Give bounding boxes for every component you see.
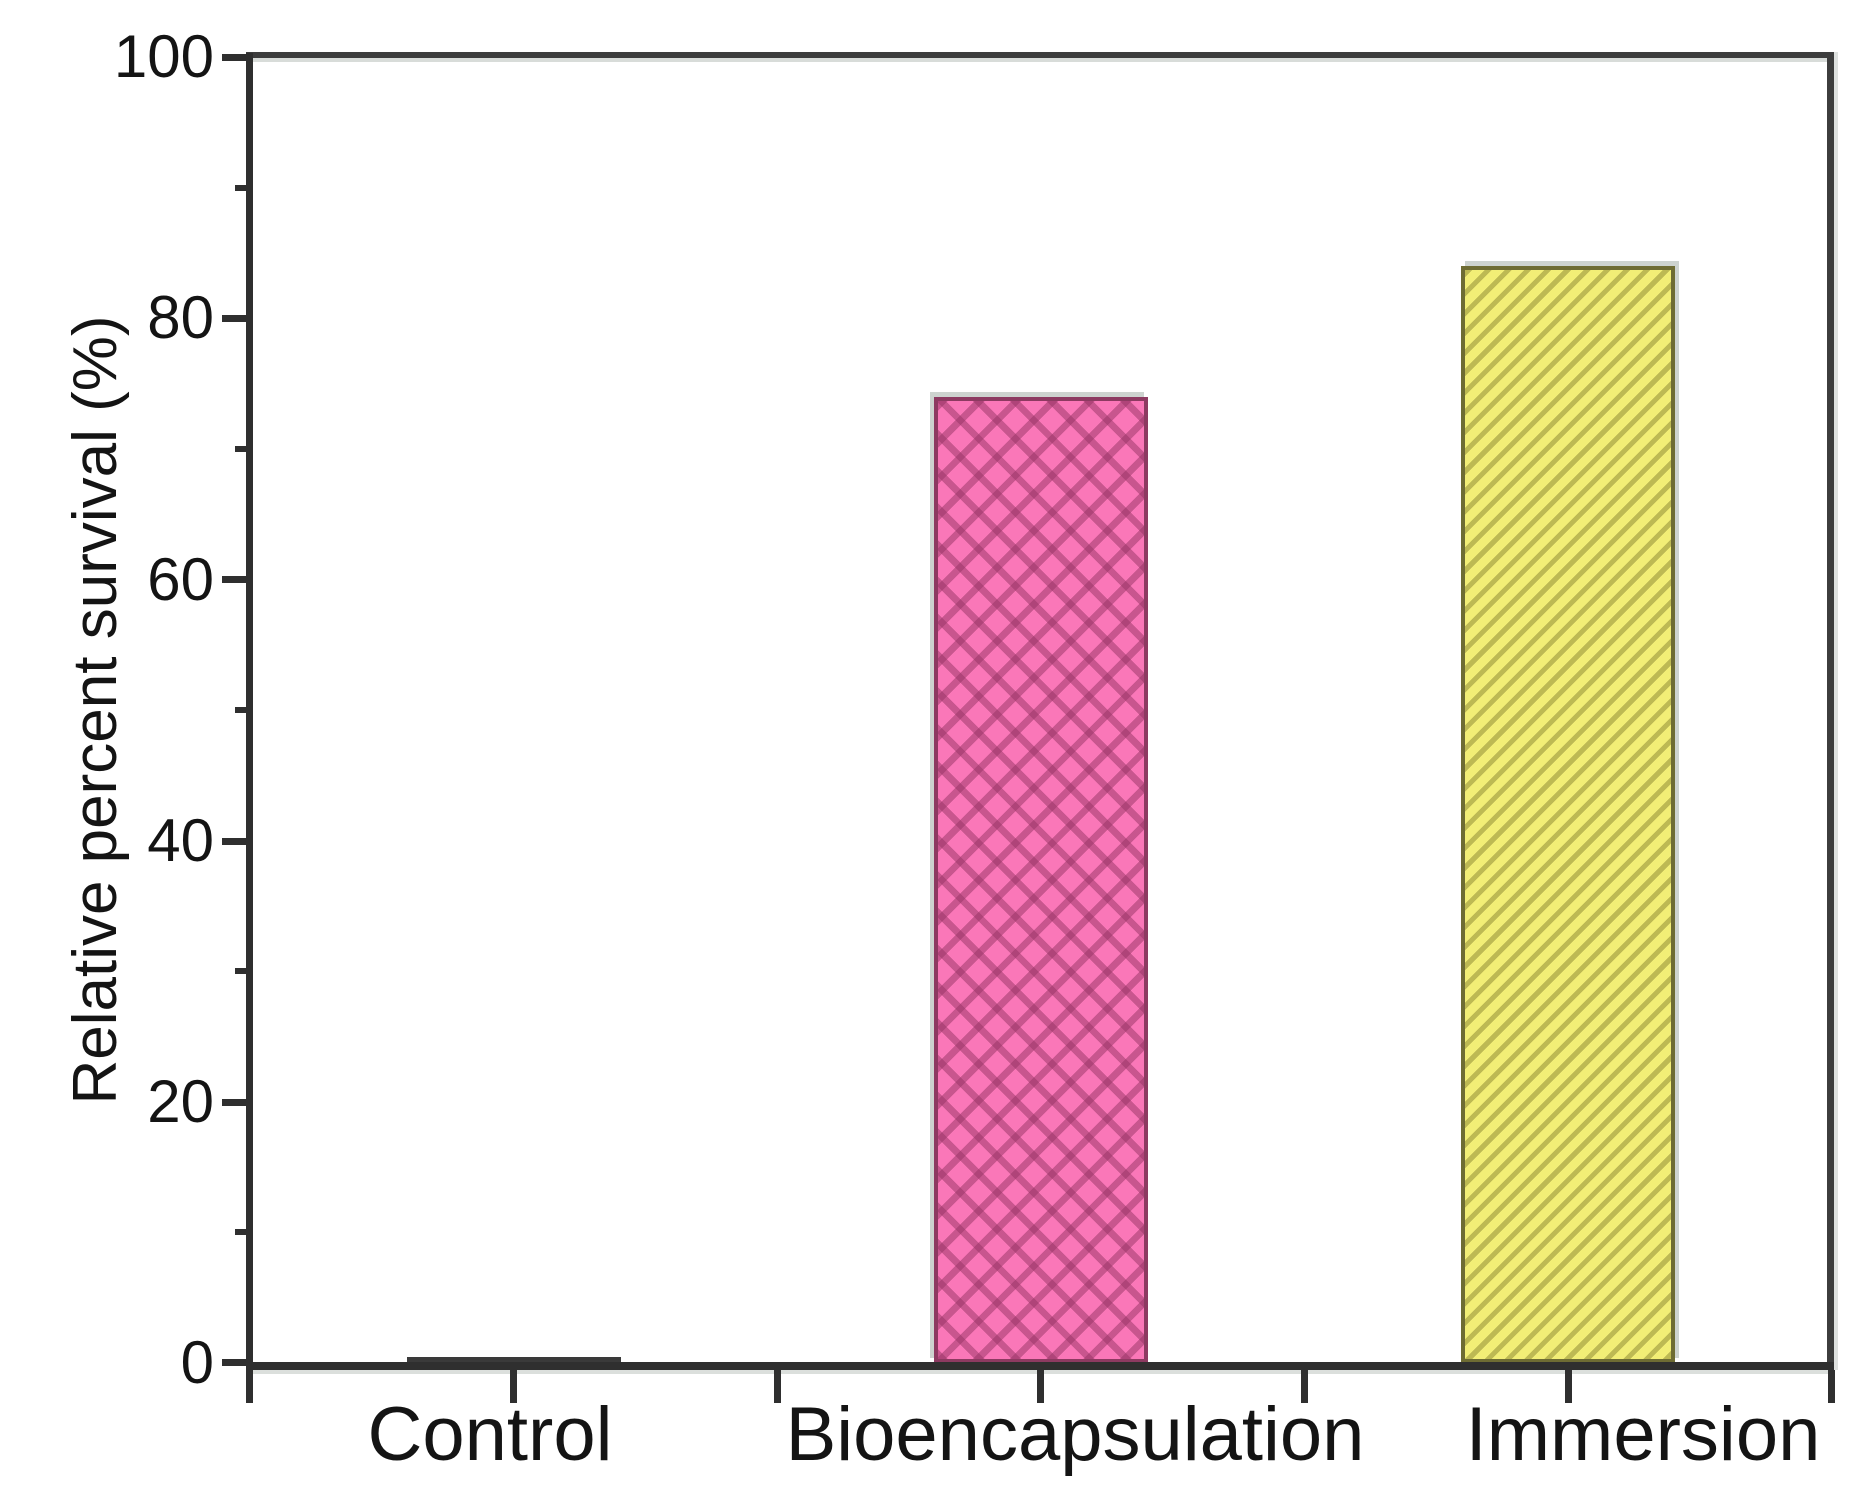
- bar-immersion: [1461, 266, 1675, 1363]
- y-tick-80: [222, 315, 248, 322]
- y-tick-40: [222, 838, 248, 845]
- bar-bioencapsulation: [934, 397, 1148, 1363]
- y-tick-100: [222, 54, 248, 61]
- y-minor-tick-10: [235, 1229, 248, 1235]
- y-tick-label-60: 60: [147, 546, 214, 613]
- y-minor-tick-50: [235, 707, 248, 713]
- x-axis-line: [246, 1362, 1834, 1370]
- y-tick-60: [222, 576, 248, 583]
- bar-control: [407, 1357, 621, 1363]
- y-minor-tick-30: [235, 968, 248, 974]
- y-tick-label-100: 100: [113, 23, 214, 90]
- y-tick-label-80: 80: [147, 284, 214, 351]
- y-tick-label-40: 40: [147, 807, 214, 874]
- x-tick-immersion: [1565, 1370, 1572, 1403]
- plot-frame-top: [246, 52, 1834, 58]
- y-tick-0: [222, 1359, 248, 1366]
- x-tick-boundary-3: [1828, 1370, 1835, 1403]
- y-tick-label-20: 20: [147, 1068, 214, 1135]
- x-tick-bioencapsulation: [1037, 1370, 1044, 1403]
- x-tick-boundary-0: [246, 1370, 253, 1403]
- y-minor-tick-90: [235, 185, 248, 191]
- x-label-bioencapsulation: Bioencapsulation: [785, 1392, 1365, 1477]
- y-axis-line: [246, 53, 253, 1371]
- x-tick-boundary-2: [1301, 1370, 1308, 1403]
- y-tick-20: [222, 1099, 248, 1106]
- x-label-immersion: Immersion: [1465, 1392, 1821, 1477]
- x-tick-control: [510, 1370, 517, 1403]
- y-minor-tick-70: [235, 446, 248, 452]
- x-tick-boundary-1: [774, 1370, 781, 1403]
- plot-frame-right: [1827, 52, 1834, 1370]
- y-tick-label-0: 0: [180, 1329, 214, 1396]
- x-label-control: Control: [367, 1392, 613, 1477]
